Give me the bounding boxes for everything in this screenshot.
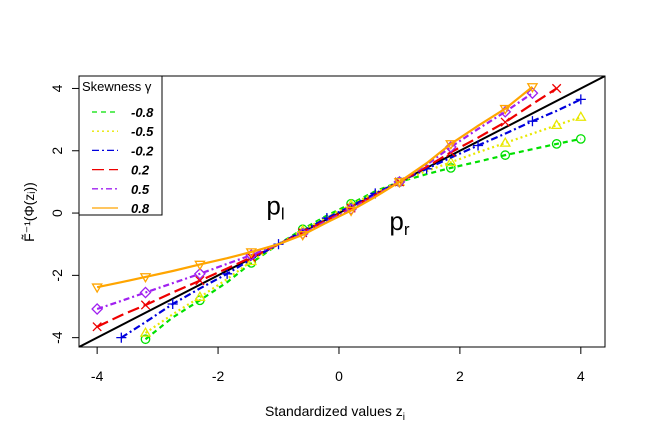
x-axis-label: Standardized values zi [265,403,405,423]
series-5 [91,83,539,294]
legend-label: 0.2 [131,163,150,178]
legend-label: -0.5 [131,124,154,139]
data-point [500,150,511,160]
data-point [345,206,357,217]
x-tick-label: 0 [335,368,343,384]
y-tick-label: -4 [49,331,65,344]
data-point [526,83,539,94]
y-tick-label: 0 [49,209,65,217]
data-point [91,283,103,294]
series-line-0 [144,137,582,341]
data-point [116,332,127,343]
data-point [296,231,309,241]
data-point [193,267,206,280]
x-tick-label: -2 [212,368,225,384]
x-axis-label-subscript: i [403,412,405,423]
legend-label: 0.8 [131,201,150,216]
data-point [445,156,457,167]
series-line-1 [144,116,582,334]
x-tick-label: 2 [456,368,464,384]
annotation-pr: pr [389,206,409,239]
y-axis-label: F̃⁻¹(Φ(zᵢ)) [21,182,37,242]
y-tick-label: 4 [49,84,65,92]
legend-label: 0.5 [131,182,150,197]
data-point [527,116,538,127]
series-line-4 [96,92,534,311]
legend-box [78,75,163,216]
data-point [575,134,586,144]
series-line-2 [120,98,582,339]
data-point [550,119,563,130]
data-point [194,260,206,271]
legend: Skewness γ -0.8 -0.5 -0.2 0.2 0.5 0.8 [78,75,163,216]
y-tick-label: -2 [49,269,65,282]
x-axis-label-main: Standardized values z [265,403,403,419]
data-point [195,275,205,286]
x-tick-label: -4 [91,368,104,384]
data-point [499,136,511,147]
legend-title: Skewness γ [82,79,152,94]
data-point [139,286,152,299]
data-point [445,163,456,173]
y-tick-label: 2 [49,147,65,155]
data-point [245,248,258,259]
annotations: pl pr [266,191,409,240]
data-point [139,326,152,337]
data-point [91,303,104,315]
data-point [92,322,102,332]
annotation-pl: pl [266,191,284,224]
legend-label: -0.8 [131,105,154,120]
plot-area [79,76,605,347]
legend-label: -0.2 [131,143,154,158]
data-point [526,87,539,100]
data-point [472,140,484,151]
data-point [139,273,152,284]
data-point [140,334,151,345]
data-point [575,94,586,105]
data-point [140,300,151,310]
data-point [551,83,562,94]
series-line-3 [96,87,558,328]
data-point [167,298,178,310]
reference-line-identity [79,76,605,347]
data-point [575,110,587,121]
data-point [499,104,511,115]
data-point [551,139,562,149]
x-axis: -4 -2 0 2 4 [91,346,585,384]
legend-entries: -0.8 -0.5 -0.2 0.2 0.5 0.8 [92,105,154,216]
data-point [194,291,206,301]
data-point [500,117,510,127]
data-point [445,140,457,151]
x-tick-label: 4 [577,368,585,384]
data-point [393,178,406,189]
data-point [222,268,233,279]
